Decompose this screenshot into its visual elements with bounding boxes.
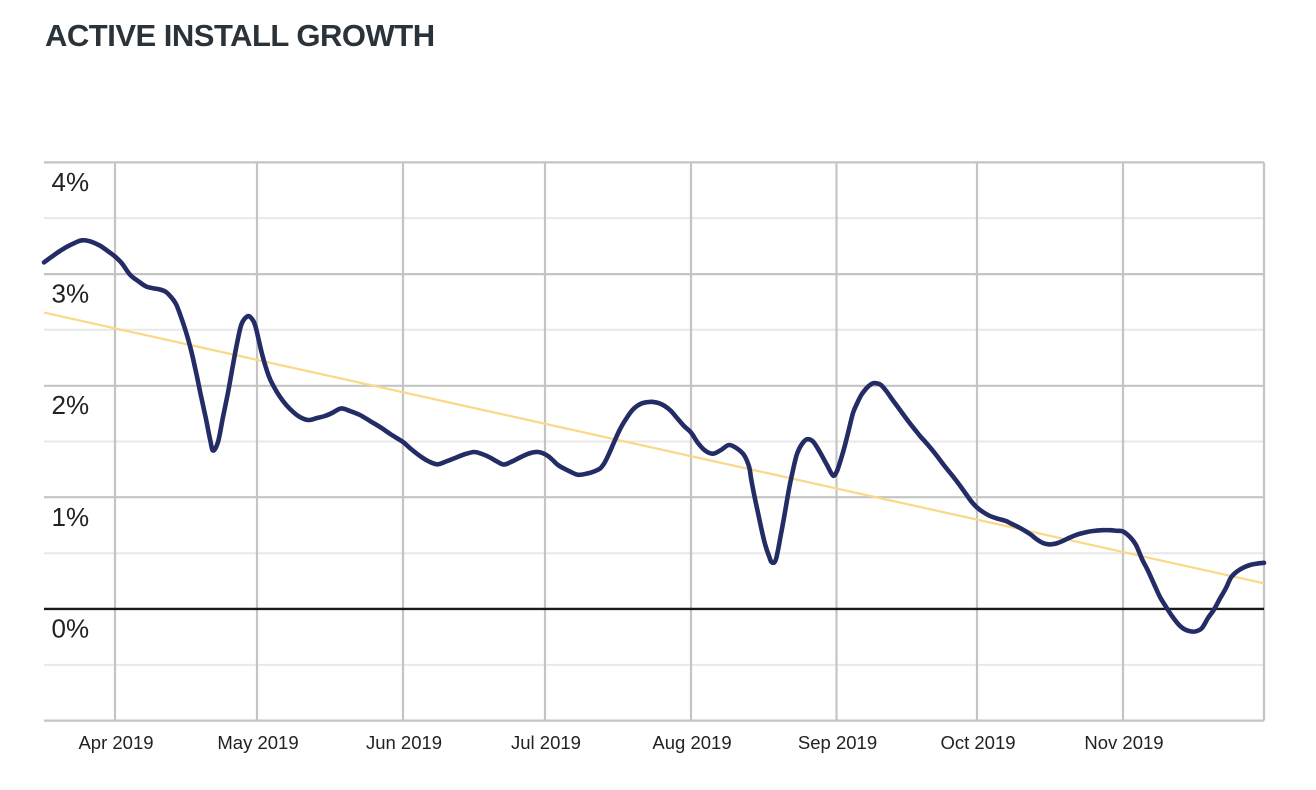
svg-text:0%: 0% [52, 614, 90, 644]
svg-text:Apr 2019: Apr 2019 [78, 732, 153, 753]
svg-text:Jun 2019: Jun 2019 [366, 732, 442, 753]
svg-text:Oct 2019: Oct 2019 [940, 732, 1015, 753]
svg-text:Sep 2019: Sep 2019 [798, 732, 877, 753]
svg-text:4%: 4% [52, 167, 90, 197]
svg-text:2%: 2% [52, 390, 90, 420]
svg-text:3%: 3% [52, 279, 90, 309]
svg-text:1%: 1% [52, 502, 90, 532]
svg-text:Nov 2019: Nov 2019 [1084, 732, 1163, 753]
svg-text:May 2019: May 2019 [217, 732, 298, 753]
svg-text:Aug 2019: Aug 2019 [652, 732, 731, 753]
svg-text:Jul 2019: Jul 2019 [511, 732, 581, 753]
